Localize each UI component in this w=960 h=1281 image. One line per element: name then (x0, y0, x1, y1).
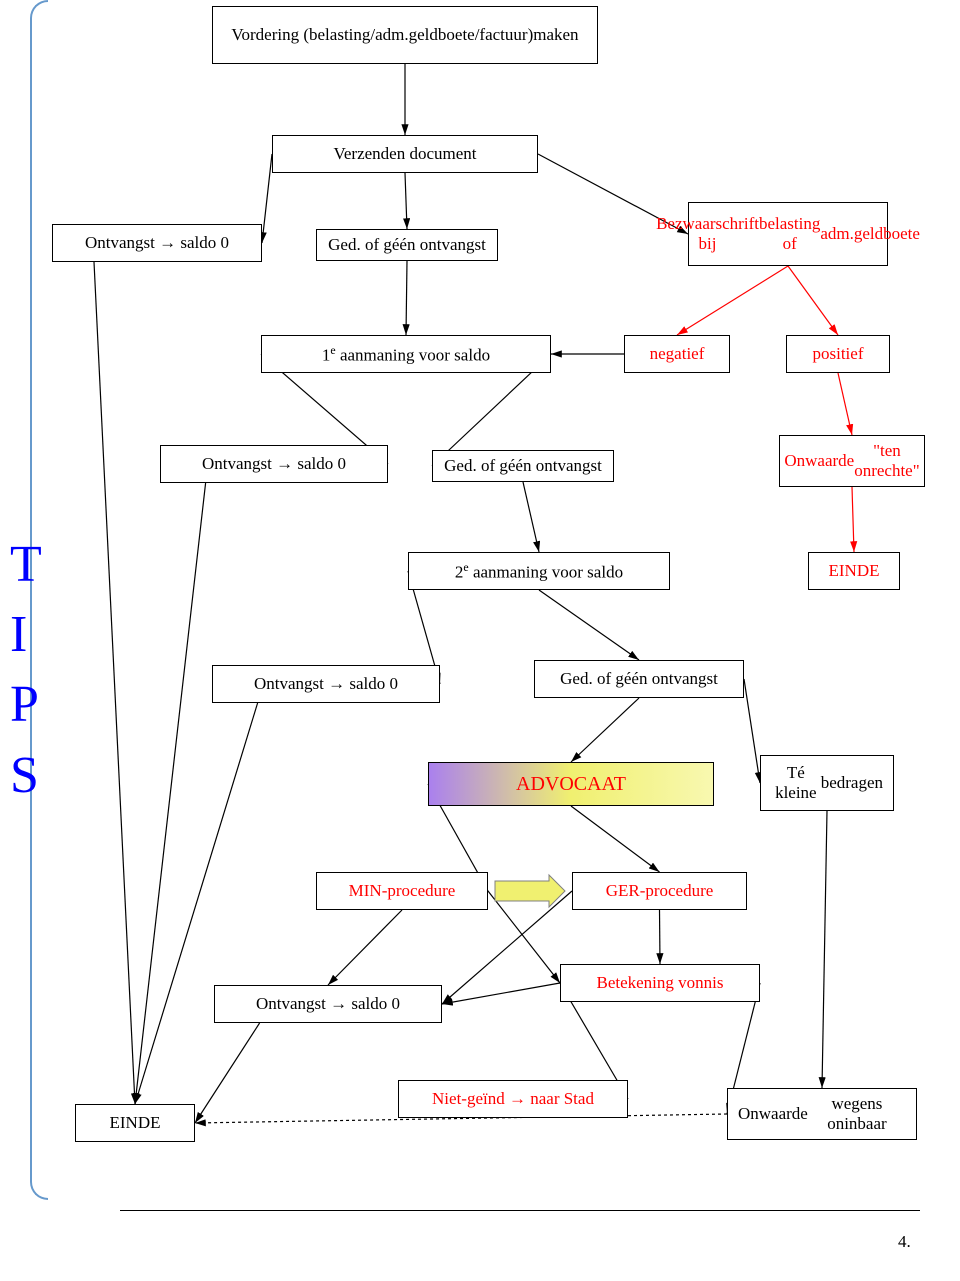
footer-rule (120, 1210, 920, 1211)
node-geen2: Ged. of géén ontvangst (432, 450, 614, 482)
node-negatief: negatief (624, 335, 730, 373)
node-aanm1: 1e aanmaning voor saldo (261, 335, 551, 373)
node-ontv2: Ontvangst → saldo 0 (160, 445, 388, 483)
node-betekening: Betekening vonnis (560, 964, 760, 1002)
tips-letter: P (10, 670, 42, 740)
node-verzenden: Verzenden document (272, 135, 538, 173)
node-geen3: Ged. of géén ontvangst (534, 660, 744, 698)
page-number: 4. (898, 1232, 911, 1252)
node-positief: positief (786, 335, 890, 373)
node-ontv3: Ontvangst → saldo 0 (212, 665, 440, 703)
node-min: MIN-procedure (316, 872, 488, 910)
node-ontv1: Ontvangst → saldo 0 (52, 224, 262, 262)
node-tekleine: Té kleinebedragen (760, 755, 894, 811)
node-einde1: EINDE (808, 552, 900, 590)
tips-letter: I (10, 600, 42, 670)
node-einde2: EINDE (75, 1104, 195, 1142)
node-vordering: Vordering (belasting/adm.geldboete/factu… (212, 6, 598, 64)
node-onwaarde2: Onwaardewegens oninbaar (727, 1088, 917, 1140)
node-ontv4: Ontvangst → saldo 0 (214, 985, 442, 1023)
node-onwaarde1: Onwaarde"ten onrechte" (779, 435, 925, 487)
node-bezwaar: Bezwaarschrift bijbelasting ofadm.geldbo… (688, 202, 888, 266)
node-aanm2: 2e aanmaning voor saldo (408, 552, 670, 590)
tips-letter: T (10, 530, 42, 600)
node-geen1: Ged. of géén ontvangst (316, 229, 498, 261)
tips-letter: S (10, 741, 42, 811)
tips-label: T I P S (10, 530, 42, 811)
node-advocaat: ADVOCAAT (428, 762, 714, 806)
node-ger: GER-procedure (572, 872, 747, 910)
node-nietg: Niet-geïnd → naar Stad (398, 1080, 628, 1118)
